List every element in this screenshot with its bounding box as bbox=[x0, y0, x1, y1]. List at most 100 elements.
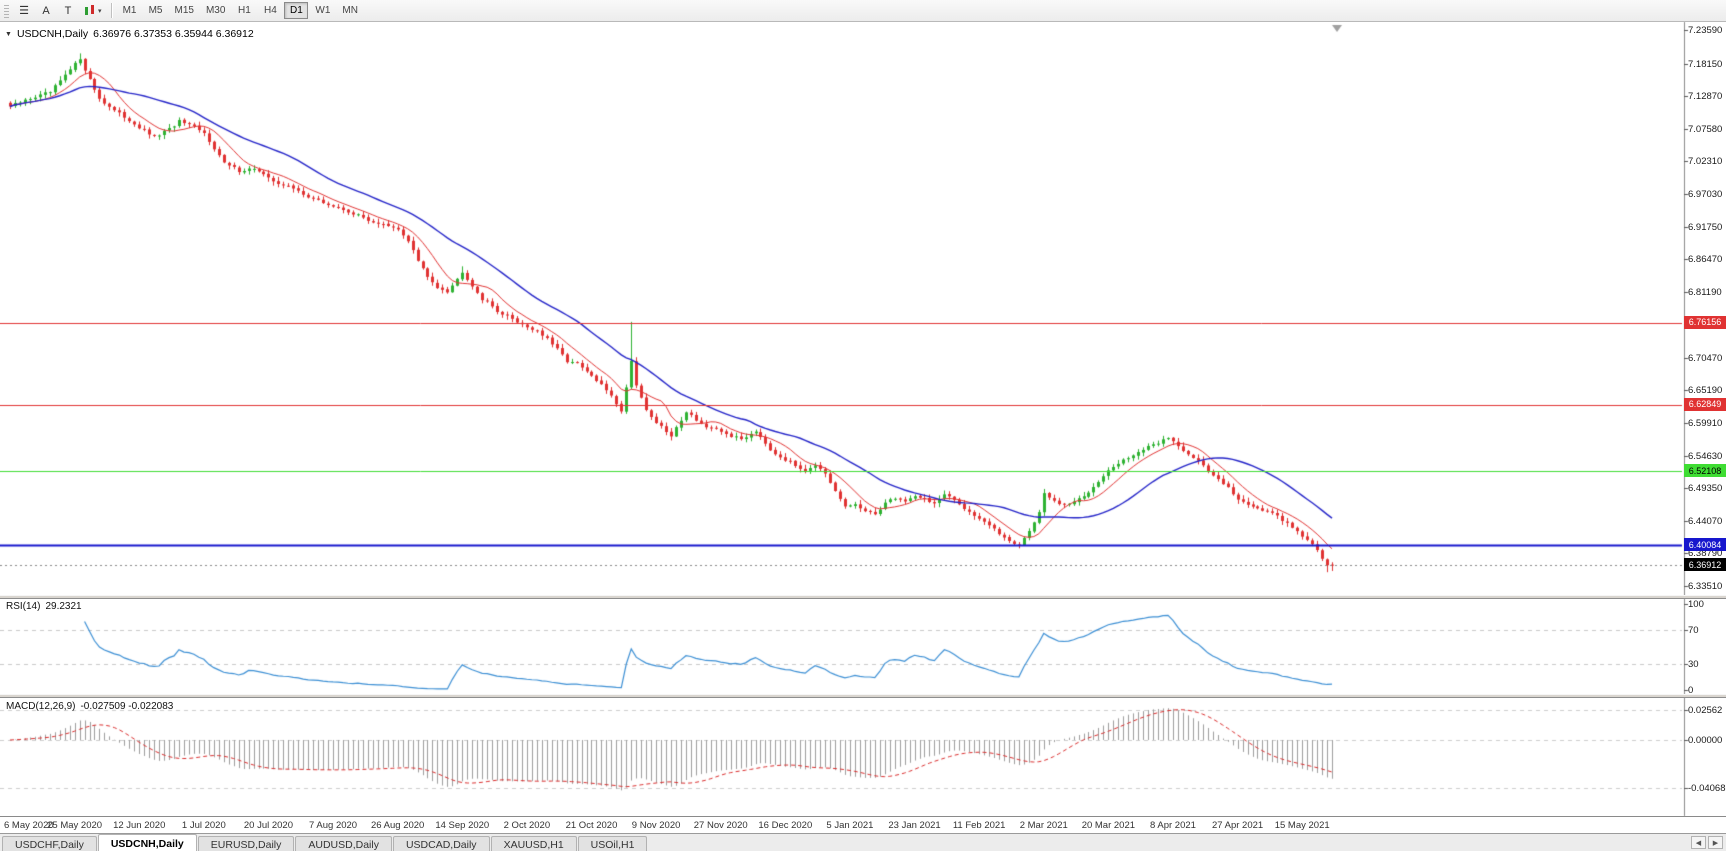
cursor-tool-button[interactable]: A bbox=[35, 2, 57, 20]
candlestick-icon bbox=[83, 4, 96, 17]
price-axis-label: 6.33510 bbox=[1688, 581, 1723, 592]
timeframe-button-m15[interactable]: M15 bbox=[174, 5, 194, 16]
cursor-a-icon: A bbox=[42, 4, 50, 17]
price-axis-label: 6.59910 bbox=[1688, 418, 1723, 430]
chart-tab[interactable]: USDCNH,Daily bbox=[97, 834, 197, 851]
date-axis-label: 23 Jan 2021 bbox=[888, 820, 941, 831]
chart-tab[interactable]: XAUUSD,H1 bbox=[490, 836, 577, 851]
date-axis-label: 15 May 2021 bbox=[1274, 820, 1330, 831]
panel-splitter-rsi[interactable] bbox=[0, 595, 1726, 599]
price-axis-label: 6.97030 bbox=[1688, 188, 1723, 200]
macd-indicator-name: MACD(12,26,9) bbox=[6, 701, 76, 712]
text-tool-icon: T bbox=[64, 4, 72, 17]
timeframe-button-m5[interactable]: M5 bbox=[148, 5, 163, 16]
date-axis-label: 16 Dec 2020 bbox=[758, 820, 813, 831]
date-axis[interactable]: 6 May 2020 25 May 2020 12 Jun 2020 1 Jul 20… bbox=[0, 816, 1726, 833]
chart-tab[interactable]: AUDUSD,Daily bbox=[295, 836, 392, 851]
rsi-indicator-value: 29.2321 bbox=[45, 601, 82, 612]
indicators-menu-button[interactable]: ☰ bbox=[13, 2, 35, 20]
tab-scroll-right-button[interactable]: ▶ bbox=[1708, 836, 1723, 849]
rsi-axis-label: 70 bbox=[1688, 624, 1699, 636]
text-tool-button[interactable]: T bbox=[57, 2, 79, 20]
price-axis-label: 7.18150 bbox=[1688, 58, 1723, 70]
toolbar-grip[interactable] bbox=[4, 3, 9, 18]
chart-tab[interactable]: EURUSD,Daily bbox=[197, 836, 295, 851]
timeframe-button-d1[interactable]: D1 bbox=[284, 2, 309, 19]
rsi-axis-label: 0 bbox=[1688, 685, 1694, 696]
price-line-badge: 6.76156 bbox=[1684, 315, 1726, 329]
price-axis-label: 6.86470 bbox=[1688, 254, 1723, 266]
date-axis-label: 27 Nov 2020 bbox=[693, 820, 748, 831]
price-line-badge: 6.62849 bbox=[1684, 397, 1726, 411]
macd-axis-label: -0.04068 bbox=[1688, 782, 1726, 794]
macd-axis-label: 0.02562 bbox=[1688, 705, 1723, 716]
timeframe-button-h1[interactable]: H1 bbox=[238, 5, 251, 16]
chart-ohlc-values: 6.36976 6.37353 6.35944 6.36912 bbox=[93, 28, 254, 40]
chevron-down-icon: ▾ bbox=[98, 7, 102, 15]
price-axis-label: 7.07580 bbox=[1688, 123, 1723, 135]
price-axis[interactable]: 7.23590 7.18150 7.12870 7.07580 7.02310 6.970… bbox=[1684, 22, 1726, 816]
collapse-chart-icon[interactable]: ▼ bbox=[5, 30, 12, 38]
timeframe-button-h4[interactable]: H4 bbox=[264, 5, 277, 16]
date-axis-label: 27 Apr 2021 bbox=[1211, 820, 1264, 831]
timeframe-button-m30[interactable]: M30 bbox=[205, 5, 226, 16]
hamburger-menu-icon: ☰ bbox=[19, 5, 29, 17]
arrow-right-icon: ▶ bbox=[1712, 839, 1719, 847]
timeframe-button-w1[interactable]: W1 bbox=[315, 5, 331, 16]
price-axis-label: 6.38790 bbox=[1688, 548, 1723, 560]
date-axis-label: 21 Oct 2020 bbox=[565, 820, 618, 831]
tab-scroll-left-button[interactable]: ◀ bbox=[1691, 836, 1706, 849]
date-axis-label: 26 Aug 2020 bbox=[370, 820, 425, 831]
chart-symbol-label: USDCNH,Daily bbox=[16, 28, 89, 40]
price-axis-label: 6.91750 bbox=[1688, 221, 1723, 233]
timeframe-button-mn[interactable]: MN bbox=[342, 5, 358, 16]
timeframe-button-m1[interactable]: M1 bbox=[122, 5, 137, 16]
date-axis-label: 8 Apr 2021 bbox=[1149, 820, 1196, 831]
chart-title: ▼ USDCNH,Daily 6.36976 6.37353 6.35944 6… bbox=[5, 28, 254, 40]
price-axis-label: 7.12870 bbox=[1688, 91, 1723, 103]
date-axis-label: 12 Jun 2020 bbox=[113, 820, 166, 831]
price-axis-label: 7.23590 bbox=[1688, 25, 1723, 36]
rsi-axis-label: 100 bbox=[1688, 599, 1704, 610]
date-axis-label: 20 Jul 2020 bbox=[243, 820, 293, 831]
macd-axis-label: 0.00000 bbox=[1688, 735, 1723, 746]
rsi-indicator-name: RSI(14) bbox=[6, 601, 41, 612]
chart-tab[interactable]: USOil,H1 bbox=[577, 836, 648, 851]
date-axis-label: 20 Mar 2021 bbox=[1081, 820, 1136, 831]
tab-strip: USDCHF,Daily USDCNH,Daily EURUSD,Daily AUDU… bbox=[2, 834, 648, 851]
price-line-badge: 6.52108 bbox=[1684, 464, 1726, 478]
chart-tab[interactable]: USDCHF,Daily bbox=[2, 836, 97, 851]
date-axis-label: 14 Sep 2020 bbox=[435, 820, 490, 831]
arrow-left-icon: ◀ bbox=[1695, 839, 1702, 847]
price-axis-label: 6.44070 bbox=[1688, 515, 1723, 527]
panel-splitter-macd[interactable] bbox=[0, 694, 1726, 698]
chart-tab[interactable]: USDCAD,Daily bbox=[392, 836, 490, 851]
rsi-panel-label: RSI(14) 29.2321 bbox=[6, 601, 82, 612]
price-axis-label: 7.02310 bbox=[1688, 156, 1723, 168]
date-axis-label: 5 Jan 2021 bbox=[826, 820, 874, 831]
date-axis-label: 11 Feb 2021 bbox=[952, 820, 1006, 831]
top-toolbar: ☰ A T ▾ M1 M5 M15 M30 H1 H4 D1 W1 MN bbox=[0, 0, 1726, 22]
timeframe-group: M1 M5 M15 M30 H1 H4 D1 W1 MN bbox=[117, 2, 364, 19]
current-price-badge: 6.36912 bbox=[1684, 558, 1726, 571]
price-axis-label: 6.49350 bbox=[1688, 483, 1723, 495]
price-axis-label: 6.81190 bbox=[1688, 286, 1722, 298]
tab-bar: USDCHF,Daily USDCNH,Daily EURUSD,Daily AUDU… bbox=[0, 833, 1726, 851]
macd-indicator-values: -0.027509 -0.022083 bbox=[80, 701, 174, 712]
date-axis-label: 6 May 2020 bbox=[4, 820, 54, 831]
date-axis-label: 7 Aug 2020 bbox=[309, 820, 358, 831]
date-axis-label: 2 Mar 2021 bbox=[1019, 820, 1068, 831]
price-axis-label: 6.65190 bbox=[1688, 385, 1723, 397]
price-axis-label: 6.54630 bbox=[1688, 450, 1723, 462]
date-axis-label: 9 Nov 2020 bbox=[631, 820, 681, 831]
chart-type-button[interactable]: ▾ bbox=[79, 2, 106, 20]
toolbar-separator bbox=[110, 3, 112, 18]
rsi-axis-label: 30 bbox=[1688, 659, 1699, 671]
tab-scroll-group: ◀ ▶ bbox=[1691, 836, 1723, 849]
macd-panel-label: MACD(12,26,9) -0.027509 -0.022083 bbox=[6, 701, 173, 712]
date-axis-label: 2 Oct 2020 bbox=[503, 820, 551, 831]
date-axis-label: 1 Jul 2020 bbox=[181, 820, 226, 831]
price-axis-label: 6.70470 bbox=[1688, 352, 1723, 364]
price-line-badge: 6.40084 bbox=[1684, 538, 1726, 552]
